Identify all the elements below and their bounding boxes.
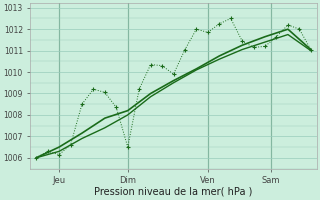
X-axis label: Pression niveau de la mer( hPa ): Pression niveau de la mer( hPa ) <box>94 187 253 197</box>
